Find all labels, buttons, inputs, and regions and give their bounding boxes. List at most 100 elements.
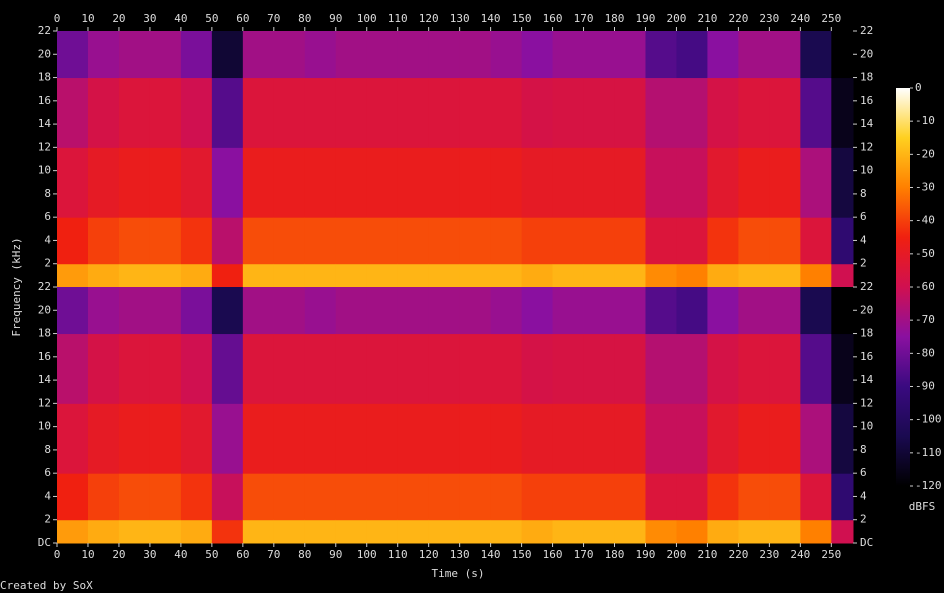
spectrogram-cell	[87, 31, 120, 79]
spectrogram-cell	[800, 333, 832, 404]
spectrogram-cell	[800, 519, 832, 544]
spectrogram-cell	[180, 519, 213, 544]
spectrogram-cell	[87, 147, 120, 218]
spectrogram-cell	[242, 217, 275, 265]
spectrogram-cell	[707, 519, 739, 544]
spectrogram-cell	[366, 403, 399, 474]
spectrogram-cell	[521, 403, 554, 474]
spectrogram-cell	[769, 77, 801, 148]
spectrogram-cell	[831, 77, 854, 148]
spectrogram-cell	[304, 403, 337, 474]
spectrogram-cell	[242, 473, 275, 521]
spectrogram-cell	[335, 147, 368, 218]
spectrogram-cell	[428, 519, 461, 544]
spectrogram-cell	[397, 519, 430, 544]
x-tick-label: 130	[450, 12, 470, 25]
y-tick-label: 8	[860, 443, 867, 456]
spectrogram-cell	[87, 217, 120, 265]
spectrogram-cell	[149, 473, 182, 521]
spectrogram-cell	[552, 473, 585, 521]
spectrogram-cell	[490, 473, 523, 521]
x-tick-label: 40	[174, 12, 187, 25]
spectrogram-cell	[552, 519, 585, 544]
spectrogram-cell	[738, 473, 770, 521]
spectrogram-cell	[707, 147, 739, 218]
spectrogram-cell	[211, 519, 244, 544]
spectrogram-cell	[583, 287, 616, 335]
spectrogram-cell	[118, 519, 151, 544]
y-tick-label: 14	[860, 373, 874, 386]
spectrogram-cell	[583, 263, 616, 288]
spectrogram-cell	[707, 473, 739, 521]
x-tick-label: 30	[143, 548, 156, 561]
spectrogram-cell	[118, 333, 151, 404]
spectrogram-cell	[738, 31, 770, 79]
spectrogram-cell	[149, 333, 182, 404]
spectrogram-cell	[242, 263, 275, 288]
x-tick-label: 120	[419, 12, 439, 25]
x-tick-label: 210	[697, 548, 717, 561]
colorbar-tick-label: -40	[915, 214, 935, 227]
spectrogram-cell	[800, 403, 832, 474]
spectrogram-cell	[335, 519, 368, 544]
spectrogram-cell	[583, 403, 616, 474]
spectrogram-cell	[769, 333, 801, 404]
y-tick-label: 22	[38, 24, 51, 37]
spectrogram-cell	[459, 147, 492, 218]
spectrogram-cell	[676, 403, 708, 474]
spectrogram-cell	[707, 77, 739, 148]
spectrogram-cell	[242, 403, 275, 474]
spectrogram-cell	[211, 263, 244, 288]
spectrogram-cell	[366, 473, 399, 521]
spectrogram-cell	[552, 403, 585, 474]
spectrogram-cell	[366, 519, 399, 544]
x-tick-label: 120	[419, 548, 439, 561]
spectrogram-cell	[707, 403, 739, 474]
spectrogram-cell	[614, 403, 646, 474]
spectrogram-cell	[459, 263, 492, 288]
x-tick-label: 240	[790, 548, 810, 561]
spectrogram-cell	[304, 147, 337, 218]
colorbar-tick-label: -20	[915, 147, 935, 160]
spectrogram-cell	[738, 333, 770, 404]
spectrogram-cell	[87, 263, 120, 288]
spectrogram-cell	[552, 217, 585, 265]
x-tick-label: 140	[481, 12, 501, 25]
x-tick-label: 150	[512, 548, 532, 561]
x-tick-label: 90	[329, 12, 342, 25]
spectrogram-cell	[738, 287, 770, 335]
spectrogram-cell	[397, 31, 430, 79]
y-tick-label: 2	[44, 513, 51, 526]
x-tick-label: 230	[759, 548, 779, 561]
spectrogram-cell	[645, 147, 677, 218]
x-tick-label: 30	[143, 12, 156, 25]
y-tick-label: 18	[38, 327, 51, 340]
x-tick-label: 240	[790, 12, 810, 25]
spectrogram-cell	[676, 519, 708, 544]
x-tick-label: 220	[728, 548, 748, 561]
spectrogram-cell	[428, 77, 461, 148]
spectrogram-cell	[583, 519, 616, 544]
spectrogram-cell	[304, 333, 337, 404]
spectrogram-cell	[800, 263, 832, 288]
spectrogram-cell	[211, 217, 244, 265]
spectrogram-cell	[149, 519, 182, 544]
spectrogram-cell	[552, 147, 585, 218]
spectrogram-cell	[180, 147, 213, 218]
spectrogram-cell	[521, 263, 554, 288]
spectrogram-cell	[521, 31, 554, 79]
spectrogram-cell	[304, 31, 337, 79]
spectrogram-cell	[118, 147, 151, 218]
spectrogram-cell	[180, 403, 213, 474]
spectrogram-cell	[118, 473, 151, 521]
spectrogram-cell	[831, 287, 854, 335]
spectrogram-cell	[645, 77, 677, 148]
spectrogram-cell	[242, 519, 275, 544]
spectrogram-cell	[149, 147, 182, 218]
x-tick-label: 70	[267, 12, 280, 25]
spectrogram-cell	[304, 287, 337, 335]
spectrogram-cell	[335, 403, 368, 474]
spectrogram-cell	[87, 333, 120, 404]
